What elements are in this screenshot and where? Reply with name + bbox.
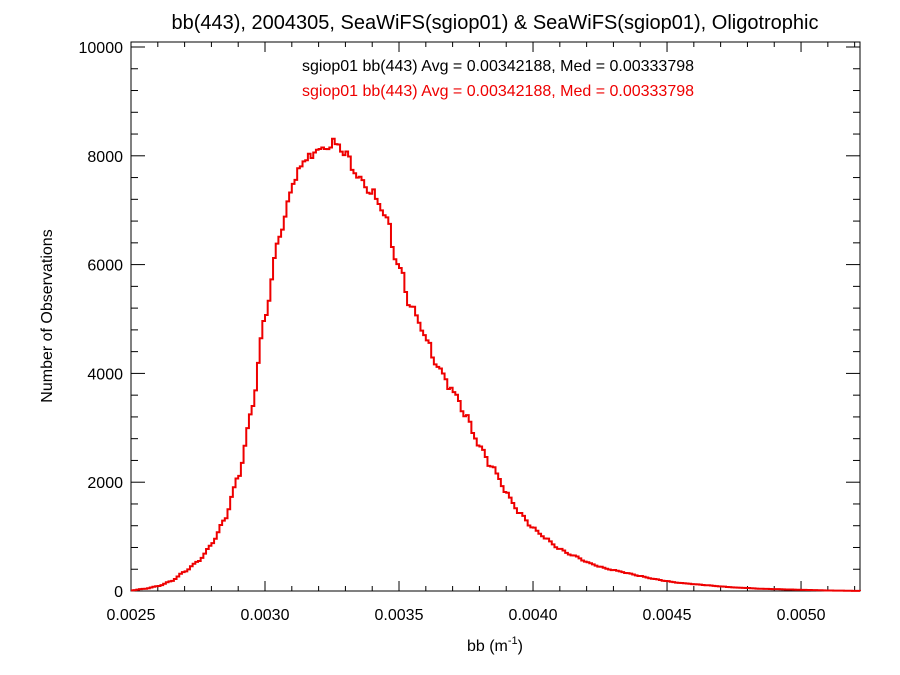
stats-annotation-black: sgiop01 bb(443) Avg = 0.00342188, Med = … [302, 58, 694, 75]
x-axis-label-superscript: -1 [508, 635, 518, 647]
y-axis-ticks: 0 2000 4000 6000 8000 10000 [79, 40, 860, 601]
stats-annotation-red: sgiop01 bb(443) Avg = 0.00342188, Med = … [302, 83, 694, 100]
y-tick-label: 2000 [87, 475, 123, 492]
y-axis-label: Number of Observations [39, 229, 56, 402]
plot-frame [130, 41, 861, 592]
x-axis-ticks: 0.0025 0.0030 0.0035 0.0040 0.0045 0.0050 [107, 42, 856, 624]
x-tick-label: 0.0025 [107, 607, 156, 624]
x-axis-label: bb (m-1) [467, 635, 523, 655]
histogram-series-line [131, 137, 861, 592]
x-axis-label-close: ) [518, 638, 523, 655]
x-tick-label: 0.0030 [241, 607, 290, 624]
y-tick-label: 4000 [87, 366, 123, 383]
y-tick-label: 10000 [79, 40, 124, 57]
x-tick-label: 0.0045 [643, 607, 692, 624]
x-tick-label: 0.0040 [509, 607, 558, 624]
x-tick-label: 0.0035 [375, 607, 424, 624]
x-axis-label-main: bb (m [467, 638, 508, 655]
chart-title: bb(443), 2004305, SeaWiFS(sgiop01) & Sea… [172, 12, 819, 34]
y-tick-label: 0 [114, 584, 123, 601]
y-tick-label: 8000 [87, 149, 123, 166]
y-tick-label: 6000 [87, 258, 123, 275]
x-tick-label: 0.0050 [777, 607, 826, 624]
